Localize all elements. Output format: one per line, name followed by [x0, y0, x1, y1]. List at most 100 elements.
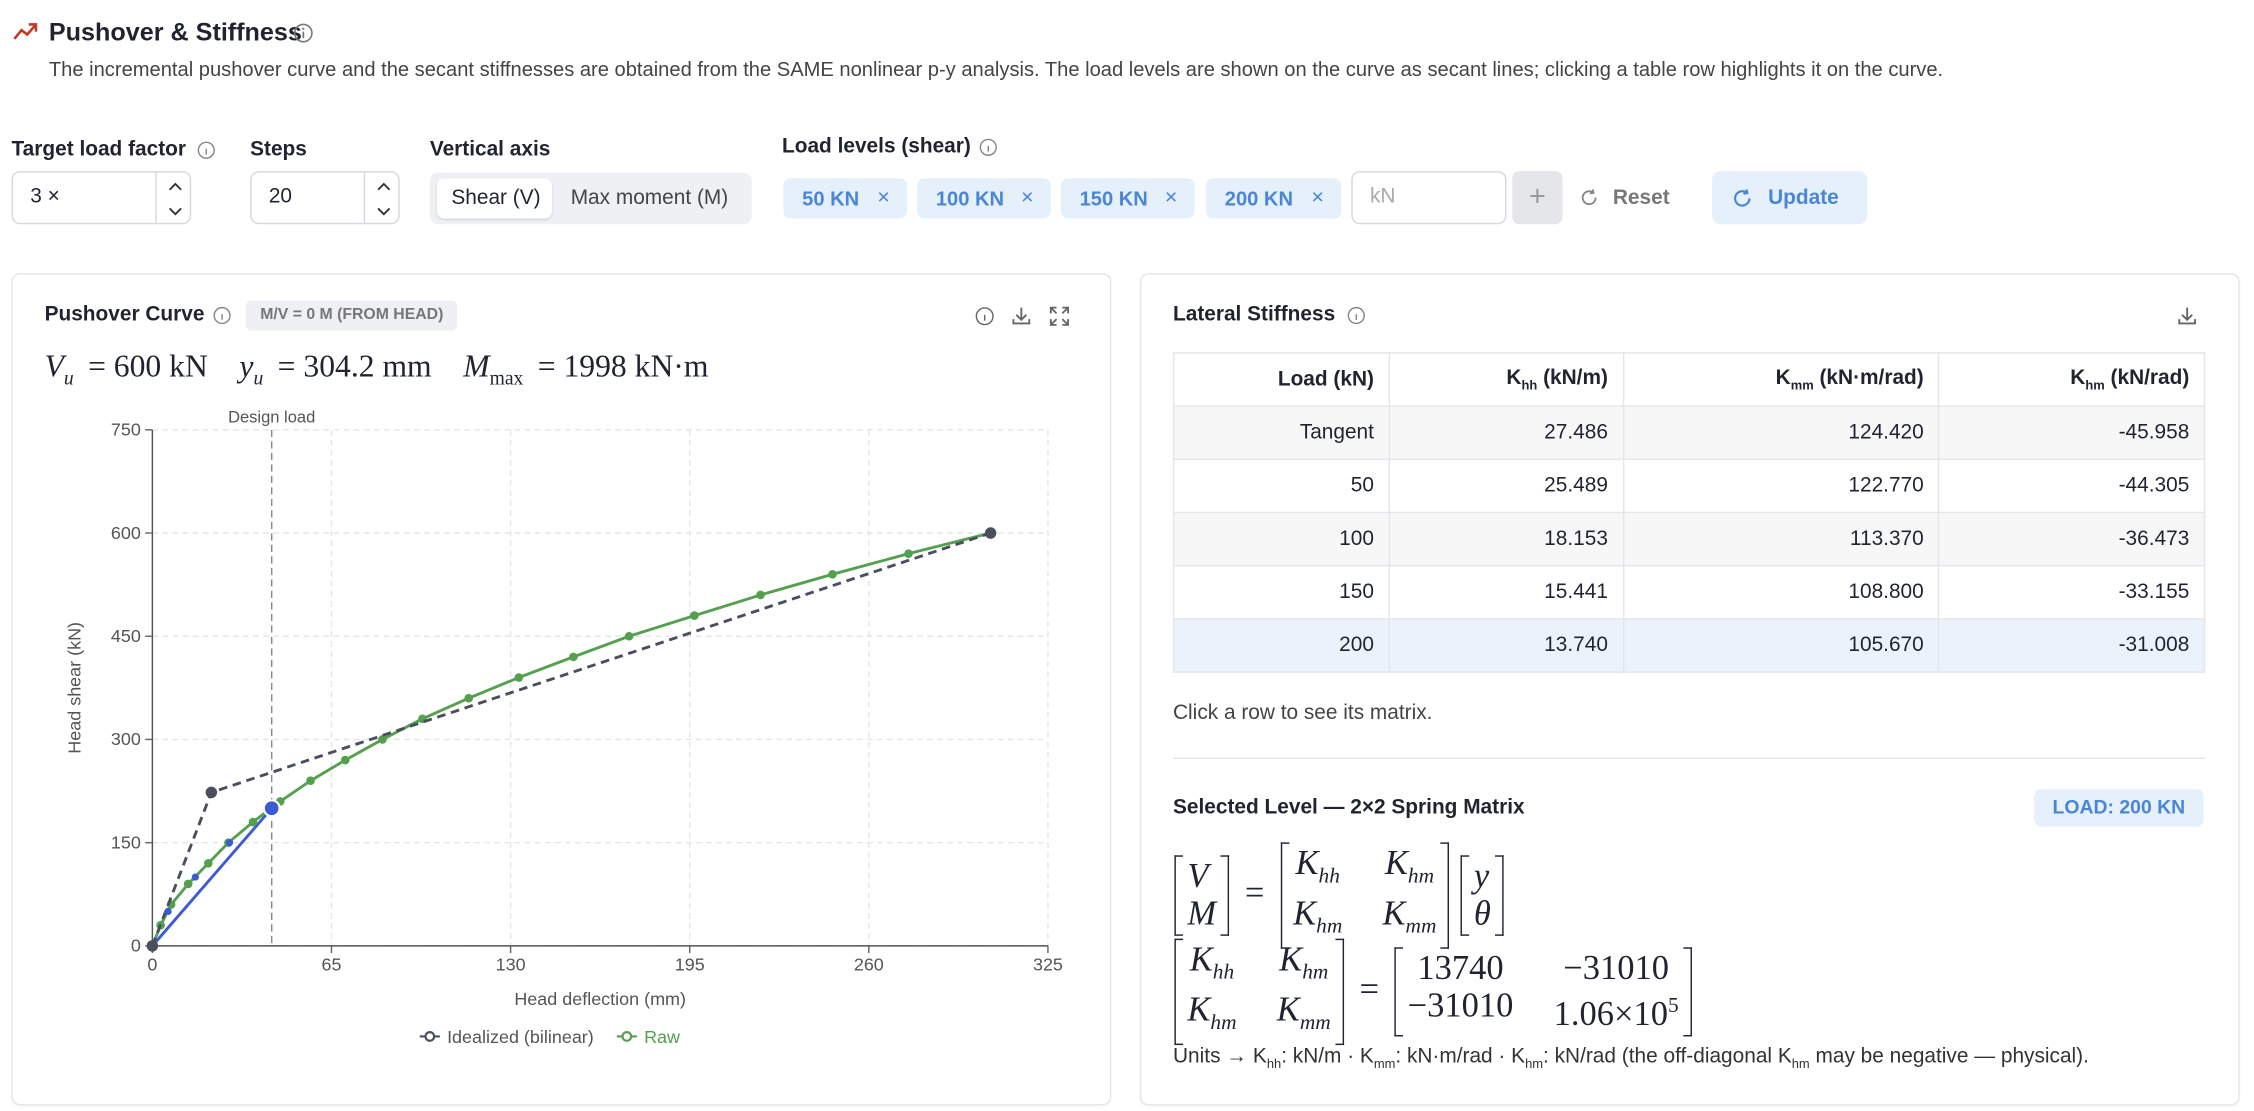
matrix: 13740 −31010 −31010 1.06×105	[1393, 947, 1693, 1037]
text: may be negative — physical).	[1809, 1045, 2089, 1069]
text: : kN/m · K	[1281, 1045, 1374, 1069]
table-row[interactable]: 50 25.489 122.770 -44.305	[1173, 458, 2206, 514]
units-note: Units → Khh: kN/m · Kmm: kN·m/rad · Khm:…	[1173, 1045, 2089, 1071]
symbol: V	[44, 347, 64, 384]
trend-icon	[13, 23, 38, 40]
level-chip[interactable]: 100 KN ×	[917, 178, 1051, 219]
steps-input[interactable]: 20	[250, 171, 400, 225]
axis-option[interactable]: Max moment (M)	[570, 186, 729, 210]
symbol: −31010	[1563, 949, 1670, 988]
chart-badge: M/V = 0 M (FROM HEAD)	[245, 300, 458, 331]
subscript: mm	[1299, 1011, 1331, 1035]
info-icon[interactable]	[979, 138, 998, 157]
matrix: Khh Khm Khm Kmm	[1173, 938, 1345, 1045]
symbol: K	[1276, 991, 1300, 1029]
column-header: Khh (kN/m)	[1388, 352, 1624, 407]
steps-label: Steps	[250, 138, 307, 161]
level-chip[interactable]: 150 KN ×	[1060, 178, 1195, 219]
table-cell: -45.958	[1938, 405, 2206, 460]
superscript: 5	[1668, 994, 1679, 1018]
column-header: Kmm (kN·m/rad)	[1622, 352, 1940, 407]
operator: =	[1244, 875, 1265, 914]
text: (kN·m/rad)	[1813, 366, 1924, 390]
table-cell: 122.770	[1622, 458, 1940, 514]
matrix-cell: −31010	[1408, 987, 1514, 1033]
info-button[interactable]	[975, 306, 995, 326]
target-input[interactable]: 3 ×	[11, 171, 192, 225]
matrix-cell: θ	[1474, 895, 1491, 932]
table-cell: 124.420	[1622, 405, 1940, 460]
info-icon[interactable]	[1347, 306, 1366, 325]
stiffness-table: Load (kN) Khh (kN/m) Kmm (kN·m/rad) Khm (kN…	[1173, 352, 2206, 673]
matrix-cell: Khm	[1277, 942, 1331, 992]
matrix-cell: M	[1187, 895, 1216, 932]
subscript: mm	[1373, 1056, 1396, 1071]
symbol: K	[1295, 845, 1319, 883]
matrix-cell: 1.06×105	[1554, 987, 1679, 1033]
matrix-cell: Khh	[1293, 845, 1342, 895]
symbol: K	[1384, 845, 1408, 883]
equation: Khh Khm Khm Kmm = 13740 −31010 −31010 1.06×105	[1173, 938, 1693, 1045]
matrix-cell: y	[1474, 858, 1491, 895]
matrix-cell: Khm	[1383, 845, 1437, 895]
reset-button[interactable]: Reset	[1612, 186, 1670, 210]
info-icon[interactable]	[197, 141, 216, 160]
summary-item: yu = 304.2 mm	[239, 348, 431, 390]
matrix-title: Selected Level — 2×2 Spring Matrix	[1173, 796, 1525, 820]
symbol: 13740	[1417, 949, 1504, 988]
table-cell: 108.800	[1622, 564, 1940, 620]
table-cell: -33.155	[1938, 564, 2206, 620]
symbol: K	[1189, 941, 1213, 979]
download-button[interactable]	[2176, 305, 2198, 327]
table-cell: 25.489	[1388, 458, 1624, 514]
add-button[interactable]: +	[1512, 171, 1563, 225]
level-chip[interactable]: 200 KN ×	[1206, 178, 1342, 219]
text: (kN/rad)	[2104, 366, 2190, 390]
table-panel-title: Lateral Stiffness	[1173, 303, 1336, 327]
subscript: hm	[1791, 1056, 1810, 1071]
subscript: mm	[1405, 915, 1437, 939]
level-chip[interactable]: 50 KN ×	[783, 178, 908, 219]
symbol: K	[1187, 991, 1211, 1029]
table-cell: 27.486	[1388, 405, 1624, 460]
matrix-cell: V	[1187, 858, 1216, 895]
table-row[interactable]: 150 15.441 108.800 -33.155	[1173, 564, 2206, 620]
axis-option[interactable]: Shear (V)	[451, 186, 541, 210]
update-button[interactable]: Update	[1712, 171, 1868, 225]
chart-panel	[11, 273, 1112, 1106]
chip-text: 200 KN	[1224, 186, 1293, 210]
matrix-cell: −31010	[1554, 950, 1679, 987]
info-icon[interactable]	[213, 306, 232, 325]
table-row[interactable]: Tangent 27.486 124.420 -45.958	[1173, 405, 2206, 460]
subscript: hm	[1210, 1011, 1237, 1035]
stepper[interactable]	[161, 175, 190, 221]
summary-item: Mmax = 1998 kN·m	[463, 348, 708, 390]
symbol: K	[1775, 366, 1791, 390]
table-cell: 200	[1173, 618, 1390, 673]
subscript: hh	[1318, 865, 1340, 889]
matrix-cell: Khm	[1187, 992, 1236, 1042]
table-cell: 105.670	[1622, 618, 1940, 673]
symbol: V	[1187, 857, 1209, 896]
symbol: y	[1473, 857, 1490, 896]
text: : kN·m/rad · K	[1395, 1045, 1526, 1069]
expand-button[interactable]	[1049, 306, 1069, 326]
table-row[interactable]: 100 18.153 113.370 -36.473	[1173, 511, 2206, 567]
symbol: θ	[1473, 895, 1491, 933]
table-cell: 18.153	[1388, 511, 1624, 567]
info-icon[interactable]	[293, 23, 313, 43]
level-input[interactable]: kN	[1351, 171, 1507, 225]
table-row[interactable]: 200 13.740 105.670 -31.008	[1173, 618, 2206, 673]
matrix-cell: Kmm	[1383, 895, 1437, 945]
table-cell: 150	[1173, 564, 1390, 620]
chart-panel-title: Pushover Curve	[44, 303, 205, 327]
page-title: Pushover & Stiffness	[48, 17, 302, 46]
download-button[interactable]	[1011, 305, 1033, 327]
summary-item: Vu = 600 kN	[45, 348, 208, 390]
column-header: Load (kN)	[1173, 352, 1390, 407]
levels-label: Load levels (shear)	[782, 135, 971, 159]
subscript: hm	[2085, 377, 2105, 393]
subscript: hm	[1525, 1056, 1544, 1071]
stepper[interactable]	[369, 175, 398, 221]
